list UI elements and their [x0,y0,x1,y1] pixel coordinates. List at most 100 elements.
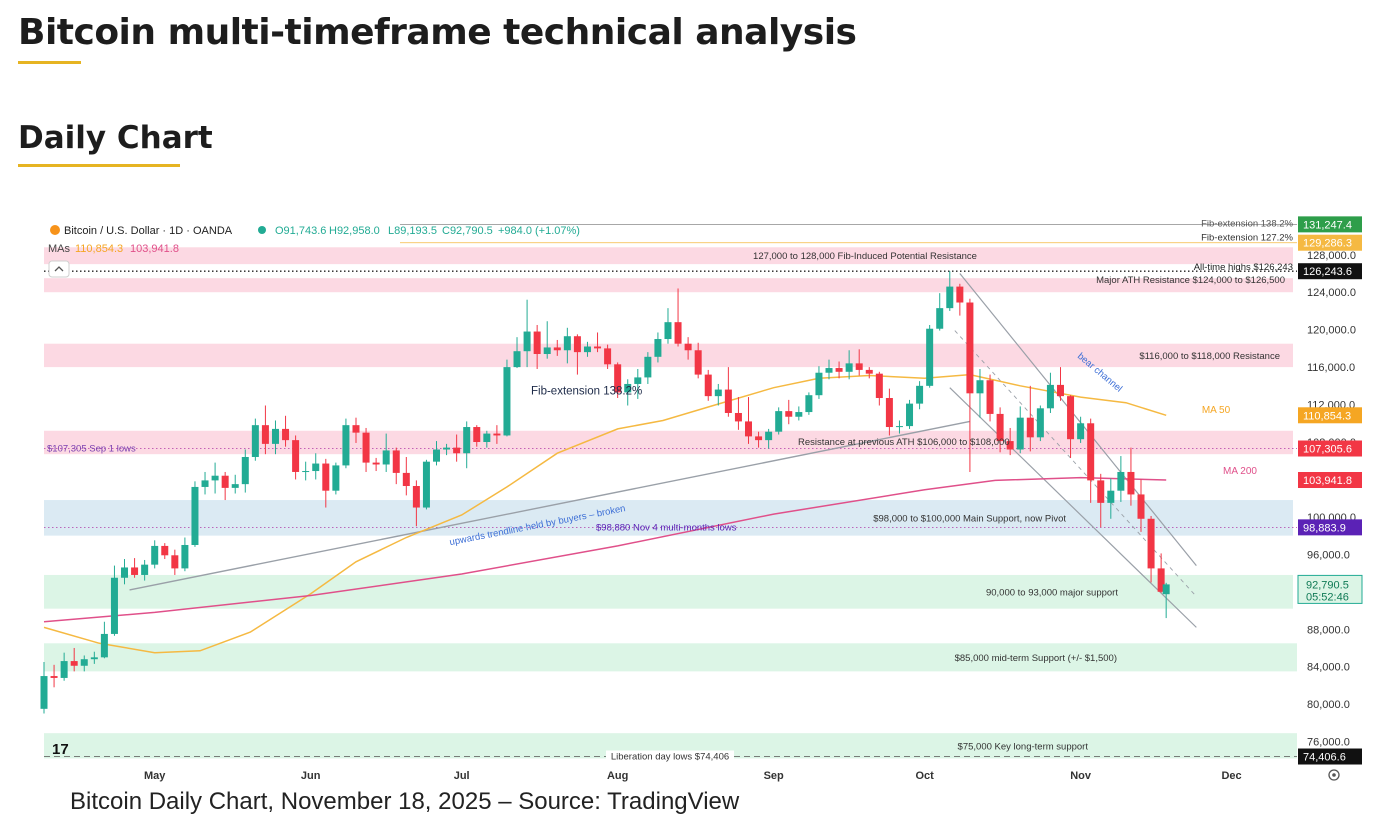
candle-body [503,367,511,436]
settings-gear-center [1332,773,1336,777]
candle-body [684,343,692,351]
section-title: Daily Chart [18,120,213,156]
price-tag-label: 107,305.6 [1303,444,1352,456]
candle-body [1036,408,1044,438]
y-axis-tick: 120,000.0 [1307,325,1356,337]
tradingview-chart[interactable]: 127,000 to 128,000 Fib-Induced Potential… [0,208,1400,788]
bear-channel-upper [959,273,1197,566]
candle-body [714,389,722,397]
price-tag-label: 103,941.8 [1303,475,1352,487]
candle-body [966,302,974,394]
y-axis-tick: 96,000.0 [1307,549,1350,561]
candle-body [282,428,290,441]
chart-background [0,208,1400,788]
candle-body [483,433,491,443]
level-label: All-time highs $126,243 [1194,262,1293,273]
candle-body [694,350,702,375]
zone-support [44,574,1293,609]
candle-body [90,657,98,660]
zone-label: 127,000 to 128,000 Fib-Induced Potential… [753,251,977,262]
trendline-up [129,420,971,591]
candle-body [926,328,934,386]
x-axis-tick: May [144,770,166,782]
candle-body [40,676,48,709]
zone-label: Resistance at previous ATH $106,000 to $… [798,437,1010,448]
price-tag-label: 74,406.6 [1303,752,1346,764]
candle-body [604,348,612,365]
candle-body [513,351,521,368]
section-underline [18,164,180,167]
level-label: Liberation day lows $74,406 [611,752,729,763]
level-label: Fib-extension 138.2% [1201,218,1293,229]
candle-body [634,377,642,384]
candle-body [875,373,883,399]
candle-body [221,475,229,488]
ma200-annotation: MA 200 [1223,466,1257,477]
candle-body [795,412,803,417]
zone-resistance [44,430,1293,455]
bear-channel-lower [949,387,1197,628]
candle-body [181,544,189,569]
candle-body [60,661,68,678]
zone-support [44,643,1297,672]
candle-body [453,447,461,454]
candle-body [583,346,591,353]
candle-body [835,368,843,372]
zone-label: Major ATH Resistance $124,000 to $126,50… [1096,275,1285,286]
y-axis-tick: 80,000.0 [1307,699,1350,711]
countdown-label: 05:52:46 [1306,591,1349,603]
candle-body [523,331,531,352]
candle-body [624,383,632,393]
candle-body [1127,471,1135,495]
chart-caption: Bitcoin Daily Chart, November 18, 2025 –… [70,788,740,815]
candle-body [201,480,209,487]
candle-body [1162,584,1170,595]
tradingview-logo: 17 [52,741,69,758]
candle-body [553,347,561,351]
candle-body [755,436,763,441]
candle-body [372,462,380,465]
candle-body [70,661,78,666]
candle-body [724,389,732,413]
candle-body [885,398,893,428]
candle-body [493,433,501,436]
candle-body [231,484,239,488]
candle-body [744,421,752,437]
current-price-tag [1297,574,1363,604]
candle-body [543,347,551,355]
price-tag-label: 126,243.6 [1303,266,1352,278]
y-axis-tick: 84,000.0 [1307,662,1350,674]
x-axis-tick: Sep [764,770,784,782]
candle-body [151,545,159,565]
candle-body [895,426,903,428]
zone-label: $75,000 Key long-term support [958,741,1089,752]
candle-body [936,308,944,329]
candle-body [342,425,350,466]
candle-body [392,450,400,473]
candle-body [765,431,773,441]
candle-body [1087,423,1095,481]
ma50-annotation: MA 50 [1202,405,1231,416]
candle-body [121,567,129,578]
candle-body [1157,568,1165,592]
y-axis-tick: 128,000.0 [1307,250,1356,262]
x-axis-tick: Oct [915,770,934,782]
candle-body [161,545,169,556]
candle-body [614,364,622,393]
ohlc-value: +984.0 (+1.07%) [498,225,580,237]
candle-body [1056,384,1064,397]
price-tag [1298,407,1362,424]
candle-body [1107,490,1115,503]
settings-gear-icon [1328,769,1340,781]
candle-body [433,449,441,462]
page-title: Bitcoin multi-timeframe technical analys… [18,12,857,53]
candle-body [916,385,924,404]
candle-body [382,450,390,465]
candle-body [332,465,340,491]
zone-pivot [44,500,1293,536]
candle-body [865,369,873,374]
zone-resistance [44,343,1293,368]
candle-body [141,564,149,575]
candle-body [986,380,994,414]
candle-body [996,413,1004,442]
